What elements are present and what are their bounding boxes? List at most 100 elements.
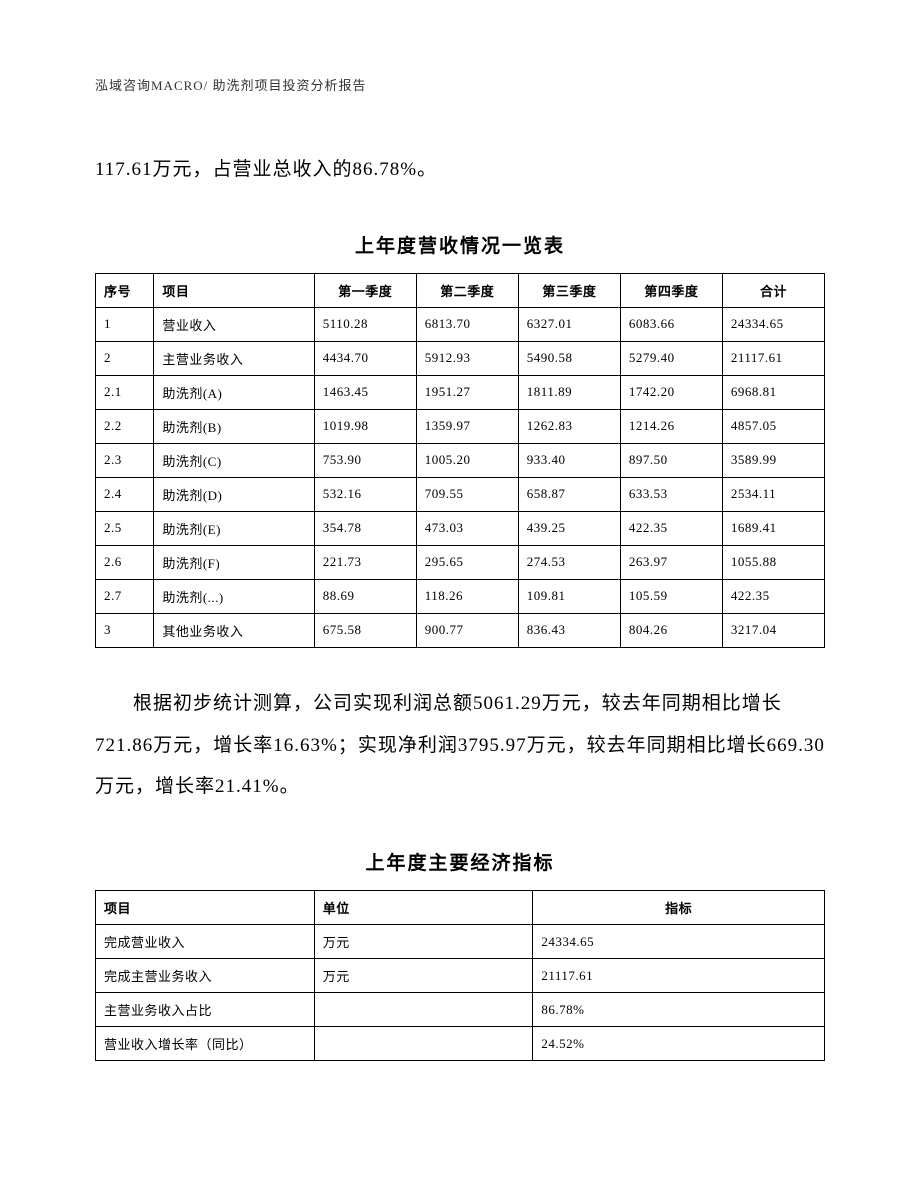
table-cell: 1742.20	[620, 375, 722, 409]
table2-title: 上年度主要经济指标	[95, 848, 825, 875]
table-cell	[314, 1027, 533, 1061]
table-cell: 2.7	[96, 579, 154, 613]
intro-paragraph: 117.61万元，占营业总收入的86.78%。	[95, 149, 825, 191]
table-cell: 6813.70	[416, 307, 518, 341]
table-row: 完成主营业务收入万元21117.61	[96, 959, 825, 993]
table-cell: 2.5	[96, 511, 154, 545]
table-cell: 1689.41	[722, 511, 824, 545]
table-cell: 5912.93	[416, 341, 518, 375]
table-cell: 助洗剂(...)	[154, 579, 314, 613]
table-cell: 5110.28	[314, 307, 416, 341]
table-cell: 营业收入	[154, 307, 314, 341]
table-cell: 221.73	[314, 545, 416, 579]
table-cell: 助洗剂(A)	[154, 375, 314, 409]
table-cell: 473.03	[416, 511, 518, 545]
table-cell: 1019.98	[314, 409, 416, 443]
table2-col-item: 项目	[96, 891, 315, 925]
table-cell: 354.78	[314, 511, 416, 545]
table1-col-seq: 序号	[96, 273, 154, 307]
table-row: 3其他业务收入675.58900.77836.43804.263217.04	[96, 613, 825, 647]
table-cell: 6083.66	[620, 307, 722, 341]
table1-title: 上年度营收情况一览表	[95, 231, 825, 258]
table-cell: 2534.11	[722, 477, 824, 511]
table-cell: 422.35	[722, 579, 824, 613]
table-cell: 1005.20	[416, 443, 518, 477]
table-row: 2.3助洗剂(C)753.901005.20933.40897.503589.9…	[96, 443, 825, 477]
table-cell: 422.35	[620, 511, 722, 545]
table-cell: 675.58	[314, 613, 416, 647]
table-cell: 295.65	[416, 545, 518, 579]
table-cell: 709.55	[416, 477, 518, 511]
table1-col-total: 合计	[722, 273, 824, 307]
table-cell: 263.97	[620, 545, 722, 579]
table-cell: 6327.01	[518, 307, 620, 341]
table-cell: 3589.99	[722, 443, 824, 477]
table-cell: 1359.97	[416, 409, 518, 443]
table-cell: 主营业务收入	[154, 341, 314, 375]
table-cell: 88.69	[314, 579, 416, 613]
table-cell: 109.81	[518, 579, 620, 613]
table-cell: 633.53	[620, 477, 722, 511]
table-cell: 836.43	[518, 613, 620, 647]
table-cell: 753.90	[314, 443, 416, 477]
table-row: 2.2助洗剂(B)1019.981359.971262.831214.26485…	[96, 409, 825, 443]
table2-col-value: 指标	[533, 891, 825, 925]
table2-header-row: 项目 单位 指标	[96, 891, 825, 925]
table-cell: 营业收入增长率（同比）	[96, 1027, 315, 1061]
table-cell: 804.26	[620, 613, 722, 647]
table-cell	[314, 993, 533, 1027]
table-row: 2.5助洗剂(E)354.78473.03439.25422.351689.41	[96, 511, 825, 545]
table-cell: 助洗剂(F)	[154, 545, 314, 579]
table-cell: 4857.05	[722, 409, 824, 443]
table-cell: 900.77	[416, 613, 518, 647]
table-row: 2.4助洗剂(D)532.16709.55658.87633.532534.11	[96, 477, 825, 511]
table-cell: 万元	[314, 925, 533, 959]
table-row: 1营业收入5110.286813.706327.016083.6624334.6…	[96, 307, 825, 341]
table-cell: 助洗剂(B)	[154, 409, 314, 443]
table-cell: 2.4	[96, 477, 154, 511]
table-row: 完成营业收入万元24334.65	[96, 925, 825, 959]
table-cell: 24334.65	[533, 925, 825, 959]
table1-col-q3: 第三季度	[518, 273, 620, 307]
table-cell: 完成主营业务收入	[96, 959, 315, 993]
table-row: 2主营业务收入4434.705912.935490.585279.4021117…	[96, 341, 825, 375]
table-cell: 2.1	[96, 375, 154, 409]
analysis-paragraph: 根据初步统计测算，公司实现利润总额5061.29万元，较去年同期相比增长721.…	[95, 683, 825, 808]
table-cell: 118.26	[416, 579, 518, 613]
table-cell: 1262.83	[518, 409, 620, 443]
table-cell: 532.16	[314, 477, 416, 511]
table1-col-q2: 第二季度	[416, 273, 518, 307]
indicators-table: 项目 单位 指标 完成营业收入万元24334.65完成主营业务收入万元21117…	[95, 890, 825, 1061]
table-cell: 5279.40	[620, 341, 722, 375]
table-cell: 21117.61	[722, 341, 824, 375]
table-cell: 1055.88	[722, 545, 824, 579]
table-cell: 24.52%	[533, 1027, 825, 1061]
table-cell: 897.50	[620, 443, 722, 477]
table-cell: 4434.70	[314, 341, 416, 375]
table1-header-row: 序号 项目 第一季度 第二季度 第三季度 第四季度 合计	[96, 273, 825, 307]
revenue-table: 序号 项目 第一季度 第二季度 第三季度 第四季度 合计 1营业收入5110.2…	[95, 273, 825, 648]
table-cell: 3	[96, 613, 154, 647]
table-row: 2.7助洗剂(...)88.69118.26109.81105.59422.35	[96, 579, 825, 613]
table-cell: 主营业务收入占比	[96, 993, 315, 1027]
table-row: 主营业务收入占比 86.78%	[96, 993, 825, 1027]
table-cell: 1463.45	[314, 375, 416, 409]
table-cell: 658.87	[518, 477, 620, 511]
table-cell: 933.40	[518, 443, 620, 477]
table-cell: 助洗剂(D)	[154, 477, 314, 511]
table2-col-unit: 单位	[314, 891, 533, 925]
table-cell: 3217.04	[722, 613, 824, 647]
table-cell: 439.25	[518, 511, 620, 545]
table-row: 2.1助洗剂(A)1463.451951.271811.891742.20696…	[96, 375, 825, 409]
table1-col-q1: 第一季度	[314, 273, 416, 307]
table-cell: 1811.89	[518, 375, 620, 409]
table-cell: 21117.61	[533, 959, 825, 993]
table-cell: 1	[96, 307, 154, 341]
table-cell: 万元	[314, 959, 533, 993]
table-cell: 2	[96, 341, 154, 375]
table-cell: 完成营业收入	[96, 925, 315, 959]
table-cell: 1214.26	[620, 409, 722, 443]
table-cell: 1951.27	[416, 375, 518, 409]
table-cell: 86.78%	[533, 993, 825, 1027]
table-row: 营业收入增长率（同比） 24.52%	[96, 1027, 825, 1061]
